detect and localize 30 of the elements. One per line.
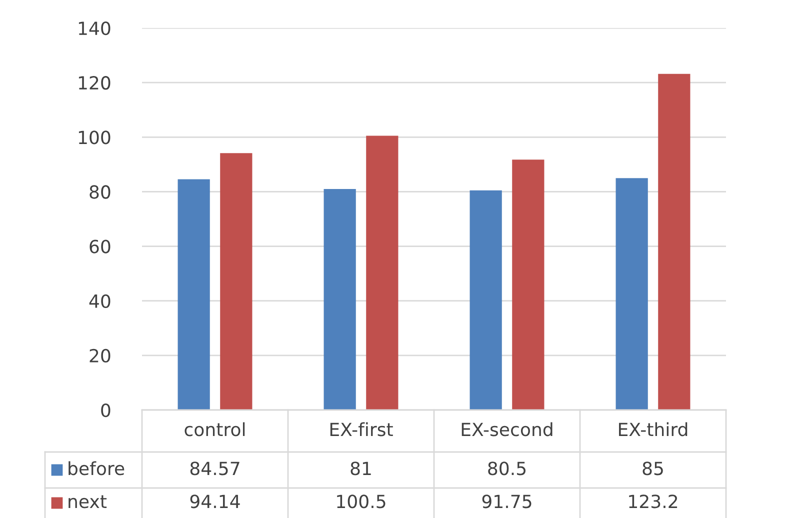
data-label: 94.14: [190, 494, 240, 508]
y-tick-label: 140: [78, 21, 110, 36]
x-tick-label: control: [184, 422, 245, 436]
bar: [470, 190, 502, 410]
bar: [178, 179, 210, 410]
legend-label: next: [68, 495, 107, 508]
data-label: 80.5: [488, 462, 526, 476]
x-tick-label: EX-first: [330, 422, 393, 436]
data-label: 91.75: [482, 494, 532, 508]
bar: [616, 178, 648, 410]
data-label: 84.57: [190, 462, 240, 476]
y-tick-label: 0: [101, 403, 110, 418]
bar: [512, 160, 544, 410]
y-tick-label: 60: [90, 240, 110, 254]
bar: [220, 153, 252, 410]
y-tick-label: 40: [89, 294, 110, 308]
y-tick-label: 100: [78, 130, 110, 144]
legend-label: before: [68, 461, 124, 476]
data-label: 100.5: [337, 494, 386, 508]
y-tick-label: 80: [90, 185, 110, 199]
data-label: 123.2: [629, 494, 678, 508]
bar: [366, 136, 398, 410]
y-tick-label: 20: [90, 348, 110, 363]
bar: [324, 188, 356, 410]
x-tick-label: EX-third: [619, 422, 688, 436]
data-label: 85: [642, 462, 663, 476]
y-tick-label: 120: [78, 76, 110, 90]
data-label: 81: [350, 462, 371, 476]
bar: [658, 74, 690, 410]
x-tick-label: EX-second: [462, 422, 552, 436]
